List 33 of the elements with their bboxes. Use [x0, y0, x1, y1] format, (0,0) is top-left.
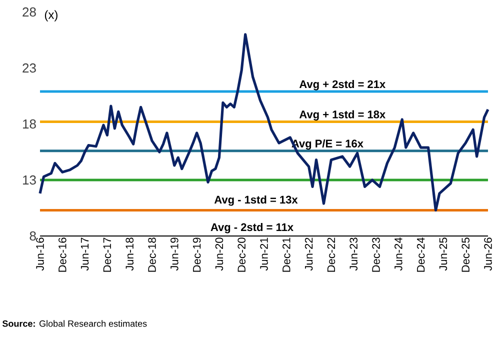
y-tick-label: 28 [22, 7, 36, 17]
text: Source: Global Research estimates [2, 320, 147, 327]
y-tick-label: 8 [30, 231, 36, 241]
x-tick-label: Jun-17 [80, 238, 89, 271]
x-tick-label: Dec-21 [282, 238, 290, 272]
x-tick-label: Dec-22 [327, 238, 336, 272]
x-tick-label: Dec-23 [372, 238, 380, 272]
ref-line-label: Avg + 1std = 18x [299, 110, 386, 121]
x-tick-label: Dec-20 [238, 238, 246, 272]
x-tick-label: Jun-18 [126, 238, 134, 271]
x-tick-label: Jun-21 [260, 238, 268, 271]
ref-line-label: Avg + 2std = 21x [299, 80, 386, 90]
x-tick-label: Jun-19 [170, 238, 178, 271]
x-tick-label: Jun-26 [484, 238, 492, 271]
line-series [38, 33, 490, 212]
x-tick-label: Dec-17 [103, 238, 112, 272]
x-tick-label: Dec-24 [416, 238, 425, 272]
x-tick-label: Jun-20 [215, 238, 224, 271]
y-tick-label: 13 [23, 175, 36, 185]
x-tick-label: Jun-24 [394, 238, 402, 271]
x-tick-label: Jun-25 [439, 238, 448, 271]
x-tick-label: Jun-22 [304, 238, 313, 271]
x-tick-label: Jun-23 [350, 238, 358, 271]
x-tick-label: Dec-16 [58, 238, 66, 272]
annotation: Avg - 2std = 11x [210, 222, 294, 234]
x-tick-label: Dec-19 [192, 238, 201, 272]
x-tick-label: Dec-25 [462, 238, 470, 272]
y-tick-label: 18 [23, 119, 36, 129]
y-tick-label: 23 [22, 63, 36, 73]
x-tick-label: Dec-18 [148, 238, 156, 272]
x-tick-label: Jun-16 [36, 238, 44, 271]
annotation: Avg - 1std = 13x [214, 195, 298, 206]
annotation: (x) [44, 10, 58, 22]
